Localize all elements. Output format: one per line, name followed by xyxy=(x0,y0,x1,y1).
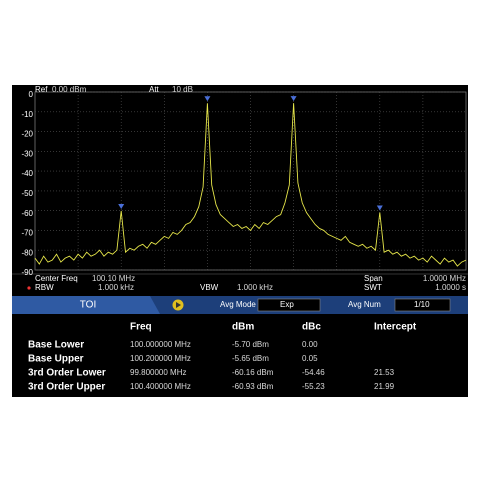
avg-mode-value[interactable]: Exp xyxy=(280,300,294,309)
swt-value: 1.0000 s xyxy=(435,283,466,292)
y-tick-label: -70 xyxy=(21,229,33,238)
trace xyxy=(34,103,467,267)
display xyxy=(12,85,468,397)
y-tick-label: -20 xyxy=(21,130,33,139)
cell: 100.400000 MHz xyxy=(130,382,191,391)
y-tick-label: -40 xyxy=(21,169,33,178)
row-label: Base Lower xyxy=(28,340,84,351)
column-header: Intercept xyxy=(374,322,417,333)
vbw-label: VBW xyxy=(200,283,219,292)
peak-marker xyxy=(118,203,125,209)
center-value: 100.10 MHz xyxy=(92,274,135,283)
span-label: Span xyxy=(364,274,383,283)
cell: 100.000000 MHz xyxy=(130,340,191,349)
swt-label: SWT xyxy=(364,283,382,292)
y-tick-label: -60 xyxy=(21,209,33,218)
column-header: Freq xyxy=(130,322,152,333)
row-label: 3rd Order Lower xyxy=(28,368,106,379)
rbw-indicator xyxy=(27,286,31,290)
tab-label[interactable]: TOI xyxy=(80,300,96,311)
column-header: dBc xyxy=(302,322,321,333)
peak-marker xyxy=(204,96,211,102)
y-tick-label: 0 xyxy=(29,90,34,99)
avg-num-box[interactable] xyxy=(394,298,451,312)
cell: 21.53 xyxy=(374,368,395,377)
avg-num-value[interactable]: 1/10 xyxy=(414,300,430,309)
y-tick-label: -10 xyxy=(21,110,33,119)
rbw-value: 1.000 kHz xyxy=(98,283,134,292)
plot xyxy=(34,96,467,267)
att-value: 10 dB xyxy=(172,85,193,94)
row-label: 3rd Order Upper xyxy=(28,382,105,393)
cell: 0.00 xyxy=(302,340,318,349)
avg-mode-box[interactable] xyxy=(257,298,321,312)
center-label: Center Freq xyxy=(35,274,78,283)
avg-mode-label: Avg Mode xyxy=(220,300,256,309)
span-value: 1.0000 MHz xyxy=(423,274,466,283)
cell: -60.93 dBm xyxy=(232,382,274,391)
y-tick-label: -50 xyxy=(21,189,33,198)
cell: -55.23 xyxy=(302,382,325,391)
y-tick-label: -90 xyxy=(21,268,33,277)
cell: 99.800000 MHz xyxy=(130,368,186,377)
cell: -5.65 dBm xyxy=(232,354,269,363)
row-label: Base Upper xyxy=(28,354,84,365)
result-table: Freq dBm dBc Intercept Base Lower 100.000000 … xyxy=(28,322,417,393)
play-glyph xyxy=(176,302,181,308)
ref-value: 0.00 dBm xyxy=(52,85,87,94)
cell: -60.16 dBm xyxy=(232,368,274,377)
ref-label: Ref xyxy=(35,85,48,94)
peak-marker xyxy=(290,96,297,102)
peak-marker xyxy=(376,205,383,211)
avg-num-label: Avg Num xyxy=(348,300,381,309)
vbw-value: 1.000 kHz xyxy=(237,283,273,292)
cell: -5.70 dBm xyxy=(232,340,269,349)
column-header: dBm xyxy=(232,322,254,333)
y-tick-label: -80 xyxy=(21,248,33,257)
cell: 100.200000 MHz xyxy=(130,354,191,363)
y-tick-label: -30 xyxy=(21,149,33,158)
cell: 0.05 xyxy=(302,354,318,363)
tab[interactable] xyxy=(12,296,160,314)
rbw-label: RBW xyxy=(35,283,54,292)
att-label: Att xyxy=(149,85,160,94)
cell: -54.46 xyxy=(302,368,325,377)
cell: 21.99 xyxy=(374,382,395,391)
